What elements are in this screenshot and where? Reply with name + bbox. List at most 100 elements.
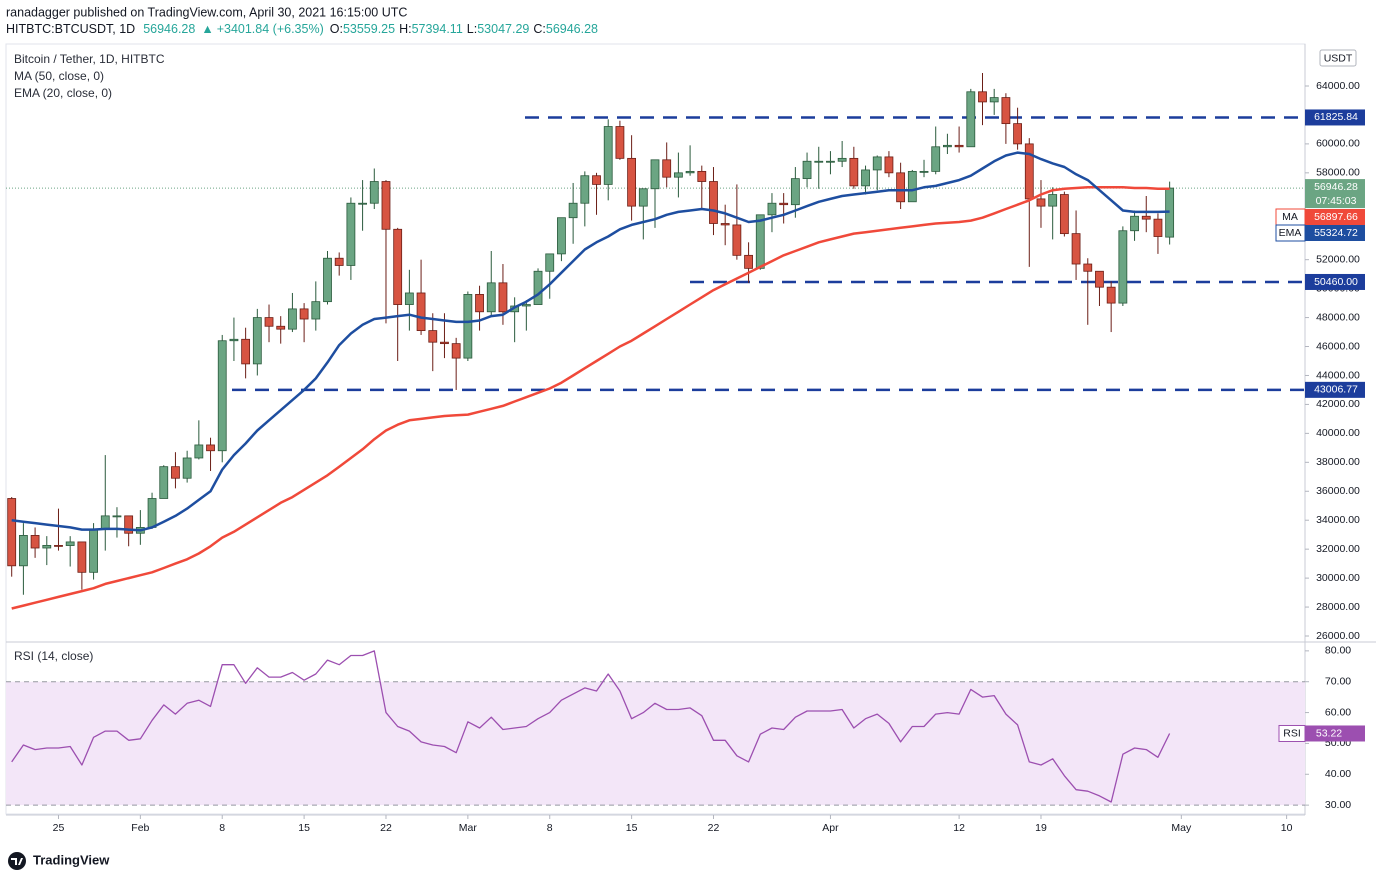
indicator-value-box bbox=[1305, 209, 1365, 225]
candle-body bbox=[241, 338, 251, 365]
candle-body bbox=[334, 257, 344, 266]
candle-body bbox=[732, 224, 742, 256]
level-label: 61825.84 bbox=[1314, 111, 1358, 123]
brand: TradingView bbox=[33, 852, 110, 867]
candle-body bbox=[802, 160, 812, 180]
candle-body bbox=[709, 181, 718, 224]
y-tick-label: 38000.00 bbox=[1316, 456, 1360, 468]
c-prefix: C: bbox=[533, 22, 546, 36]
candle-body bbox=[89, 528, 98, 573]
legend-ma: MA (50, close, 0) bbox=[14, 69, 104, 83]
y-tick-label: 28000.00 bbox=[1316, 601, 1360, 613]
candle-body bbox=[1059, 194, 1069, 235]
candle-body bbox=[662, 159, 672, 178]
candle-body bbox=[557, 217, 566, 255]
rsi-y-tick-label: 30.00 bbox=[1325, 799, 1351, 811]
candle-body bbox=[673, 172, 683, 178]
candle-body bbox=[755, 214, 765, 269]
candle-body bbox=[931, 146, 941, 172]
candle-body bbox=[1013, 123, 1022, 145]
candle-body bbox=[521, 304, 531, 307]
rsi-y-tick-label: 70.00 bbox=[1325, 675, 1351, 687]
candle-body bbox=[7, 498, 17, 567]
symbol-line: HITBTC:BTCUSDT, 1D 56946.28 ▲ +3401.84 (+6.… bbox=[6, 22, 598, 36]
candle-body bbox=[872, 156, 882, 171]
candle-body bbox=[1024, 143, 1034, 200]
x-tick-label: 22 bbox=[708, 822, 720, 834]
last-price-box bbox=[1305, 179, 1365, 209]
symbol: HITBTC:BTCUSDT, 1D bbox=[6, 22, 135, 36]
candle-body bbox=[603, 126, 613, 185]
low-value: 53047.29 bbox=[477, 22, 529, 36]
y-tick-label: 64000.00 bbox=[1316, 80, 1360, 92]
candle-body bbox=[592, 175, 601, 185]
plot-content: 26000.00 28000.00 30000.00 32000.00 34000.00… bbox=[6, 72, 1365, 834]
x-tick-label: 8 bbox=[547, 822, 553, 834]
candle-body bbox=[54, 544, 63, 547]
level-label-box bbox=[1305, 381, 1365, 398]
x-tick-label: 19 bbox=[1035, 822, 1047, 834]
candle-body bbox=[545, 253, 555, 272]
x-tick-label: Apr bbox=[822, 822, 839, 834]
indicator-value: 56897.66 bbox=[1314, 211, 1358, 223]
candle-body bbox=[1118, 230, 1128, 304]
candle-body bbox=[299, 308, 309, 320]
candle-body bbox=[229, 338, 239, 342]
candle-body bbox=[1083, 263, 1093, 272]
y-tick-label: 42000.00 bbox=[1316, 398, 1360, 410]
change: +3401.84 (+6.35%) bbox=[217, 22, 324, 36]
candle-body bbox=[381, 181, 391, 230]
candle-body bbox=[615, 126, 625, 159]
indicator-line bbox=[11, 650, 1171, 803]
x-tick-label: 22 bbox=[380, 822, 392, 834]
x-tick-label: 15 bbox=[298, 822, 310, 834]
level-label-box bbox=[1305, 109, 1365, 126]
x-tick-label: Mar bbox=[459, 822, 478, 834]
candle-body bbox=[463, 294, 473, 359]
level-label: 43006.77 bbox=[1314, 384, 1358, 396]
rsi-value: 53.22 bbox=[1316, 727, 1342, 739]
candle-body bbox=[919, 170, 929, 173]
y-tick-label: 58000.00 bbox=[1316, 167, 1360, 179]
candle-body bbox=[428, 330, 438, 343]
candle-body bbox=[393, 228, 403, 305]
candle-body bbox=[100, 515, 110, 530]
candle-body bbox=[206, 444, 215, 452]
level-label-box bbox=[1305, 273, 1365, 290]
y-tick-label: 48000.00 bbox=[1316, 311, 1360, 323]
candle-body bbox=[790, 178, 800, 206]
x-tick-label: 12 bbox=[953, 822, 965, 834]
open-value: 53559.25 bbox=[343, 22, 395, 36]
candle-body bbox=[65, 541, 75, 546]
candle-body bbox=[77, 541, 87, 573]
y-tick-label: 36000.00 bbox=[1316, 485, 1360, 497]
candle-body bbox=[42, 544, 52, 549]
candle-body bbox=[826, 160, 835, 163]
candle-body bbox=[568, 202, 578, 219]
candle-body bbox=[264, 317, 274, 327]
candle-body bbox=[650, 159, 660, 190]
candle-body bbox=[358, 202, 367, 205]
x-tick-label: May bbox=[1171, 822, 1192, 834]
currency: USDT bbox=[1324, 52, 1353, 64]
candle-body bbox=[861, 169, 870, 187]
x-tick-label: 10 bbox=[1281, 822, 1293, 834]
candle-body bbox=[486, 282, 496, 313]
candle-body bbox=[276, 325, 286, 330]
candle-body bbox=[849, 157, 859, 187]
candle-body bbox=[1106, 286, 1116, 304]
candle-body bbox=[989, 97, 999, 103]
y-tick-label: 44000.00 bbox=[1316, 369, 1360, 381]
candle-body bbox=[966, 91, 976, 148]
l-prefix: L: bbox=[467, 22, 477, 36]
candle-body bbox=[124, 515, 134, 534]
currency-badge[interactable] bbox=[1319, 49, 1357, 67]
rsi-tag: RSI bbox=[1283, 727, 1301, 739]
candle-body bbox=[580, 175, 590, 204]
y-tick-label: 34000.00 bbox=[1316, 514, 1360, 526]
candle-body bbox=[767, 202, 777, 216]
rsi-y-tick-label: 80.00 bbox=[1325, 645, 1351, 657]
candle-body bbox=[171, 466, 180, 479]
candle-body bbox=[896, 172, 906, 203]
